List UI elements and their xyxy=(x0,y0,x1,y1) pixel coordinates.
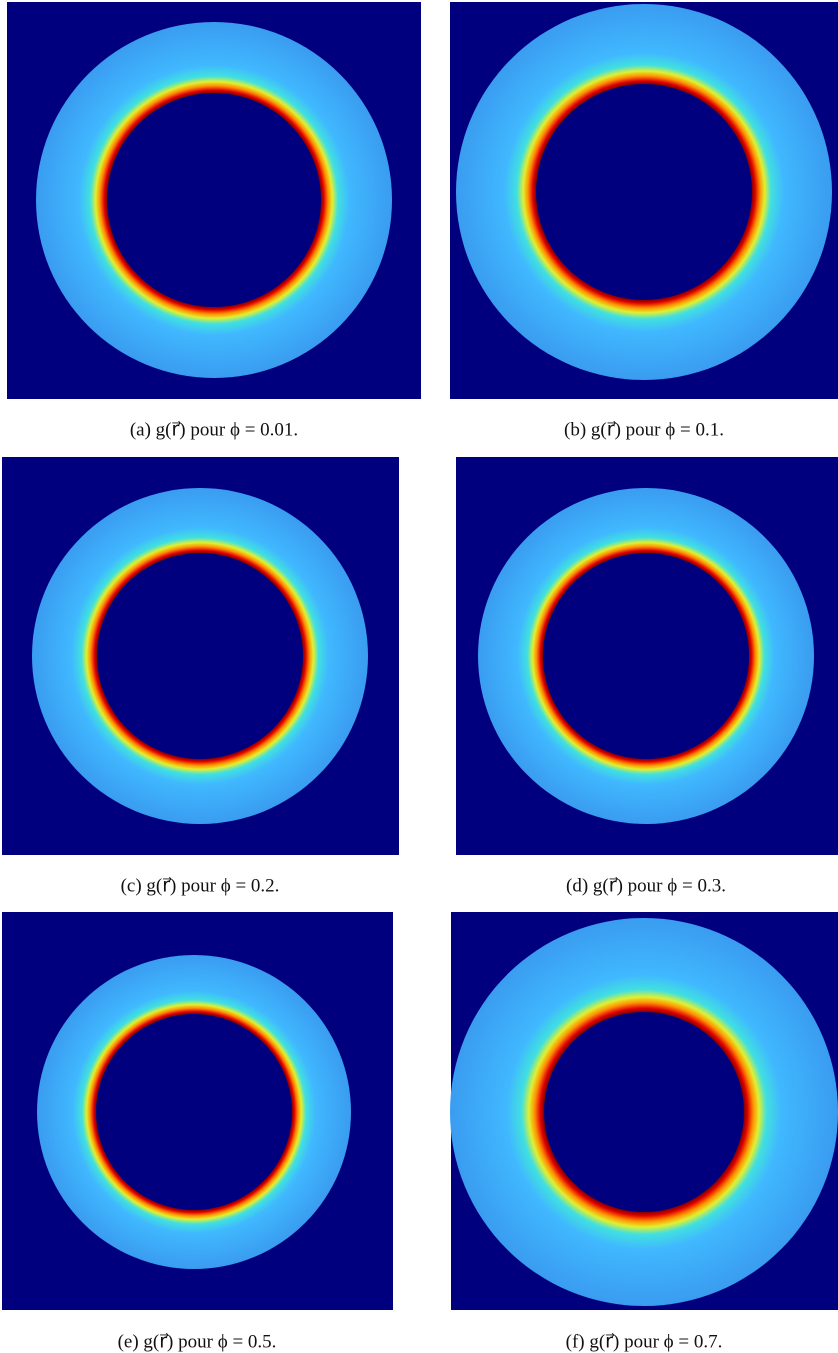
inner-disk xyxy=(536,84,752,300)
panel: (d) g(r⃗) pour ϕ = 0.3. xyxy=(456,457,838,896)
caption: (e) g(r⃗) pour ϕ = 0.5. xyxy=(118,1331,277,1352)
inner-disk xyxy=(96,1014,292,1210)
caption: (c) g(r⃗) pour ϕ = 0.2. xyxy=(121,875,280,896)
caption: (b) g(r⃗) pour ϕ = 0.1. xyxy=(564,419,724,440)
panel: (c) g(r⃗) pour ϕ = 0.2. xyxy=(2,457,399,896)
caption: (d) g(r⃗) pour ϕ = 0.3. xyxy=(566,875,726,896)
panel: (f) g(r⃗) pour ϕ = 0.7. xyxy=(450,912,838,1352)
inner-disk xyxy=(107,93,321,307)
inner-disk xyxy=(97,553,303,759)
panel: (e) g(r⃗) pour ϕ = 0.5. xyxy=(2,912,393,1352)
inner-disk xyxy=(543,553,749,759)
panel: (a) g(r⃗) pour ϕ = 0.01. xyxy=(7,2,421,440)
caption: (f) g(r⃗) pour ϕ = 0.7. xyxy=(566,1331,723,1352)
inner-disk xyxy=(544,1012,744,1212)
panel: (b) g(r⃗) pour ϕ = 0.1. xyxy=(450,2,838,440)
caption: (a) g(r⃗) pour ϕ = 0.01. xyxy=(130,419,298,440)
